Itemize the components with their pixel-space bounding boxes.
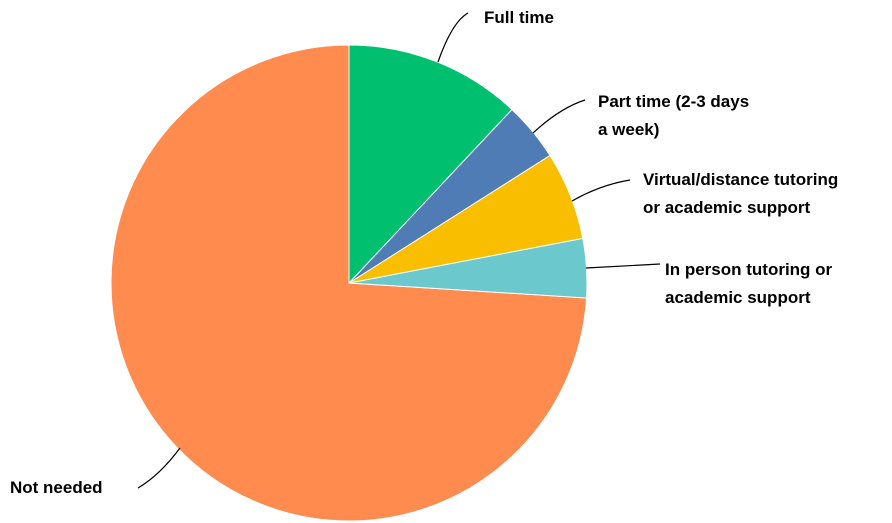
leader-line [585, 263, 661, 269]
leader-line [437, 12, 469, 63]
slice-label: Part time (2-3 days a week) [598, 92, 750, 139]
leader-line [137, 447, 181, 489]
pie-slice [348, 44, 513, 285]
slice-label: Not needed [10, 478, 103, 497]
leader-line [532, 99, 586, 134]
leader-line [571, 179, 631, 202]
slice-label: Full time [484, 8, 554, 27]
slice-label: In person tutoring or academic support [665, 260, 833, 307]
slice-label: Virtual/distance tutoring or academic su… [643, 170, 839, 217]
